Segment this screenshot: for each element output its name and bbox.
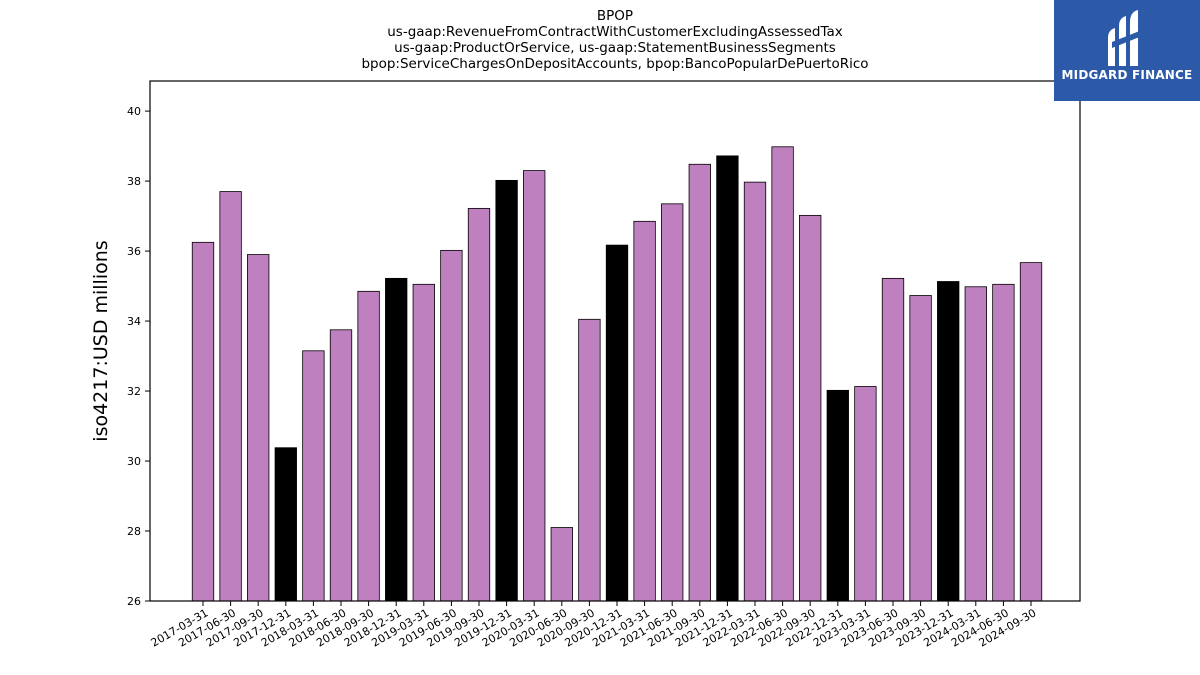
- bar-2019-09-30: [467, 207, 491, 602]
- y-tick-label: 32: [127, 385, 141, 398]
- bar-2024-06-30: [992, 283, 1015, 602]
- y-tick-label: 40: [127, 105, 141, 118]
- bar-2022-03-31: [743, 181, 767, 602]
- title-line: BPOP: [597, 8, 633, 24]
- bar-2021-09-30: [688, 163, 711, 602]
- bar-2024-09-30: [1019, 262, 1043, 602]
- chart-title: BPOPus-gaap:RevenueFromContractWithCusto…: [361, 8, 868, 72]
- y-tick-label: 28: [127, 525, 141, 538]
- bar-2020-12-31: [605, 244, 629, 602]
- bars: [191, 146, 1043, 602]
- bar-2023-03-31: [854, 386, 877, 602]
- bar-2022-09-30: [799, 214, 822, 602]
- bar-2020-06-30: [550, 527, 573, 602]
- bar-2020-03-31: [523, 170, 546, 602]
- bar-2017-03-31: [191, 241, 215, 602]
- bar-2021-03-31: [633, 220, 656, 602]
- midgard-finance-logo: MIDGARD FINANCE: [1054, 0, 1200, 101]
- bar-2023-06-30: [881, 277, 905, 602]
- bar-2019-03-31: [412, 283, 435, 602]
- y-tick-label: 36: [127, 245, 141, 258]
- y-tick-label: 30: [127, 455, 141, 468]
- bar-2018-12-31: [385, 277, 408, 602]
- bar-2022-06-30: [771, 146, 794, 602]
- bar-2017-06-30: [219, 191, 242, 602]
- title-line: us-gaap:RevenueFromContractWithCustomerE…: [387, 24, 843, 40]
- bar-2018-06-30: [329, 329, 353, 602]
- title-line: us-gaap:ProductOrService, us-gaap:Statem…: [394, 40, 836, 56]
- bar-2023-09-30: [909, 295, 932, 602]
- bar-2018-03-31: [302, 350, 325, 602]
- bar-2018-09-30: [357, 290, 380, 602]
- midgard-logo-icon: [1108, 10, 1142, 66]
- logo-text: MIDGARD FINANCE: [1061, 68, 1193, 82]
- bar-2017-12-31: [274, 447, 297, 602]
- y-axis: 26 28 30 32 34 36 38 40: [127, 105, 150, 608]
- bar-2023-12-31: [937, 281, 960, 602]
- y-tick-label: 38: [127, 175, 141, 188]
- bar-2020-09-30: [578, 318, 601, 602]
- bar-2024-03-31: [964, 286, 987, 602]
- y-tick-label: 26: [127, 595, 141, 608]
- y-axis-label: iso4217:USD millions: [90, 240, 112, 441]
- bar-2021-06-30: [661, 203, 684, 602]
- bar-2021-12-31: [716, 155, 739, 602]
- bar-2019-12-31: [495, 179, 518, 602]
- x-axis: 2017-03-312017-06-302017-09-302017-12-31…: [149, 601, 1039, 650]
- bar-2017-09-30: [247, 254, 270, 602]
- bar-2022-12-31: [826, 389, 849, 602]
- title-line: bpop:ServiceChargesOnDepositAccounts, bp…: [361, 56, 868, 72]
- y-tick-label: 34: [127, 315, 141, 328]
- plot-frame: [149, 80, 1081, 602]
- bar-2019-06-30: [440, 249, 463, 602]
